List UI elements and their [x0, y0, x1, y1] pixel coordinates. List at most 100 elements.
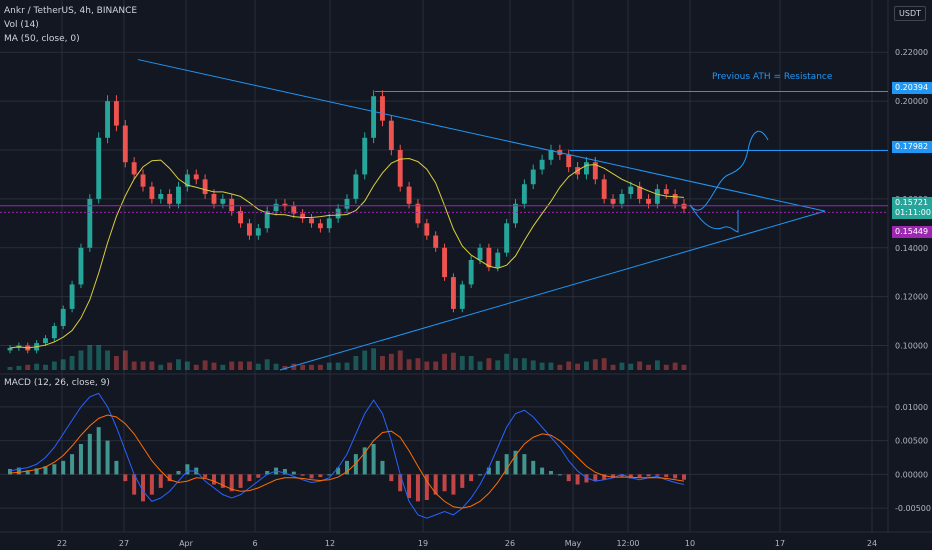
macd-histogram-bar — [185, 464, 190, 475]
macd-indicator-label[interactable]: MACD (12, 26, close, 9) — [4, 378, 110, 388]
volume-bar — [211, 362, 217, 370]
candle-body — [300, 213, 306, 219]
macd-histogram-bar — [371, 444, 376, 475]
macd-histogram-bar — [265, 471, 270, 475]
volume-bar — [468, 356, 474, 370]
candle-body — [255, 228, 261, 236]
candle-body — [450, 277, 456, 309]
macd-histogram-bar — [548, 471, 553, 475]
candle-body — [362, 137, 368, 175]
volume-bar — [415, 358, 421, 370]
candle-body — [663, 189, 669, 194]
price-tick-label: 0.14000 — [895, 244, 928, 253]
macd-histogram-bar — [522, 454, 527, 475]
macd-histogram-bar — [540, 467, 545, 475]
volume-bar — [442, 353, 447, 370]
volume-bar — [681, 364, 687, 370]
candle-body — [264, 211, 270, 229]
volume-bar — [16, 365, 22, 370]
volume-bar — [335, 362, 341, 370]
macd-histogram-bar — [70, 454, 75, 475]
ma-price-tag: 0.15449 — [892, 226, 932, 238]
candle-body — [442, 247, 447, 278]
time-tick-label: 12:00 — [616, 539, 639, 548]
candle-body — [495, 252, 501, 268]
volume-bar — [264, 359, 270, 370]
macd-histogram-bar — [424, 474, 429, 501]
volume-bar — [672, 362, 678, 370]
volume-bar — [495, 360, 501, 370]
resistance-price-tag: 0.20394 — [892, 82, 932, 94]
volume-bar — [87, 345, 93, 370]
volume-bar — [530, 360, 536, 370]
candle-body — [530, 169, 536, 185]
candle-body — [140, 174, 146, 187]
volume-bar — [282, 365, 288, 370]
candle-body — [468, 260, 474, 285]
macd-histogram-bar — [611, 474, 616, 478]
volume-bar — [229, 361, 235, 370]
macd-tick-label: 0.00500 — [895, 437, 928, 446]
macd-histogram-bar — [637, 474, 642, 478]
volume-bar — [131, 361, 137, 370]
macd-histogram-bar — [433, 474, 438, 495]
currency-button[interactable]: USDT — [894, 6, 926, 21]
macd-histogram-bar — [291, 471, 296, 475]
level-price-tag: 0.17982 — [892, 141, 932, 153]
macd-histogram-bar — [96, 427, 101, 475]
volume-bar — [646, 364, 651, 370]
candle-body — [353, 174, 359, 199]
candle-body — [282, 203, 288, 207]
candle-body — [317, 223, 323, 229]
candle-body — [415, 203, 421, 224]
macd-histogram-bar — [176, 471, 181, 475]
candle-body — [131, 162, 137, 175]
candle-body — [229, 198, 235, 212]
price-tick-label: 0.10000 — [895, 342, 928, 351]
candle-body — [122, 125, 128, 163]
time-tick-label: 19 — [418, 539, 428, 548]
macd-histogram-bar — [673, 474, 678, 479]
volume-bar — [34, 363, 40, 370]
macd-histogram-bar — [486, 467, 491, 475]
time-tick-label: 12 — [325, 539, 335, 548]
macd-histogram-bar — [141, 474, 146, 502]
candle-body — [592, 162, 598, 180]
resistance-annotation: Previous ATH = Resistance — [712, 72, 833, 82]
volume-bar — [619, 362, 625, 370]
candle-body — [371, 96, 377, 138]
candle-body — [105, 101, 110, 138]
candle-body — [601, 179, 607, 199]
candle-body — [309, 218, 314, 224]
candle-body — [211, 194, 217, 204]
volume-indicator-label[interactable]: Vol (14) — [4, 20, 39, 30]
candle-body — [176, 186, 181, 204]
symbol-title[interactable]: Ankr / TetherUS, 4h, BINANCE — [4, 6, 138, 16]
volume-bar — [113, 356, 119, 370]
lower-trendline — [279, 210, 826, 371]
volume-bar — [25, 364, 31, 370]
macd-histogram-bar — [575, 474, 580, 485]
macd-histogram-bar — [584, 474, 589, 483]
macd-histogram-bar — [682, 474, 686, 480]
macd-histogram-bar — [460, 474, 465, 488]
volume-bar — [397, 350, 403, 370]
volume-bar — [557, 364, 563, 370]
candle-body — [69, 284, 75, 309]
volume-bar — [601, 358, 607, 370]
candle-body — [672, 194, 678, 204]
macd-histogram-bar — [593, 474, 598, 482]
volume-bar — [167, 362, 173, 370]
volume-bar — [663, 364, 669, 370]
candle-body — [513, 203, 518, 224]
macd-histogram-bar — [451, 474, 456, 495]
macd-histogram-bar — [309, 474, 314, 479]
candle-body — [637, 186, 643, 199]
volume-bar — [149, 361, 155, 370]
candle-body — [548, 150, 554, 160]
volume-bar — [406, 359, 412, 370]
macd-histogram-bar — [619, 474, 624, 477]
ma-indicator-label[interactable]: MA (50, close, 0) — [4, 34, 80, 44]
